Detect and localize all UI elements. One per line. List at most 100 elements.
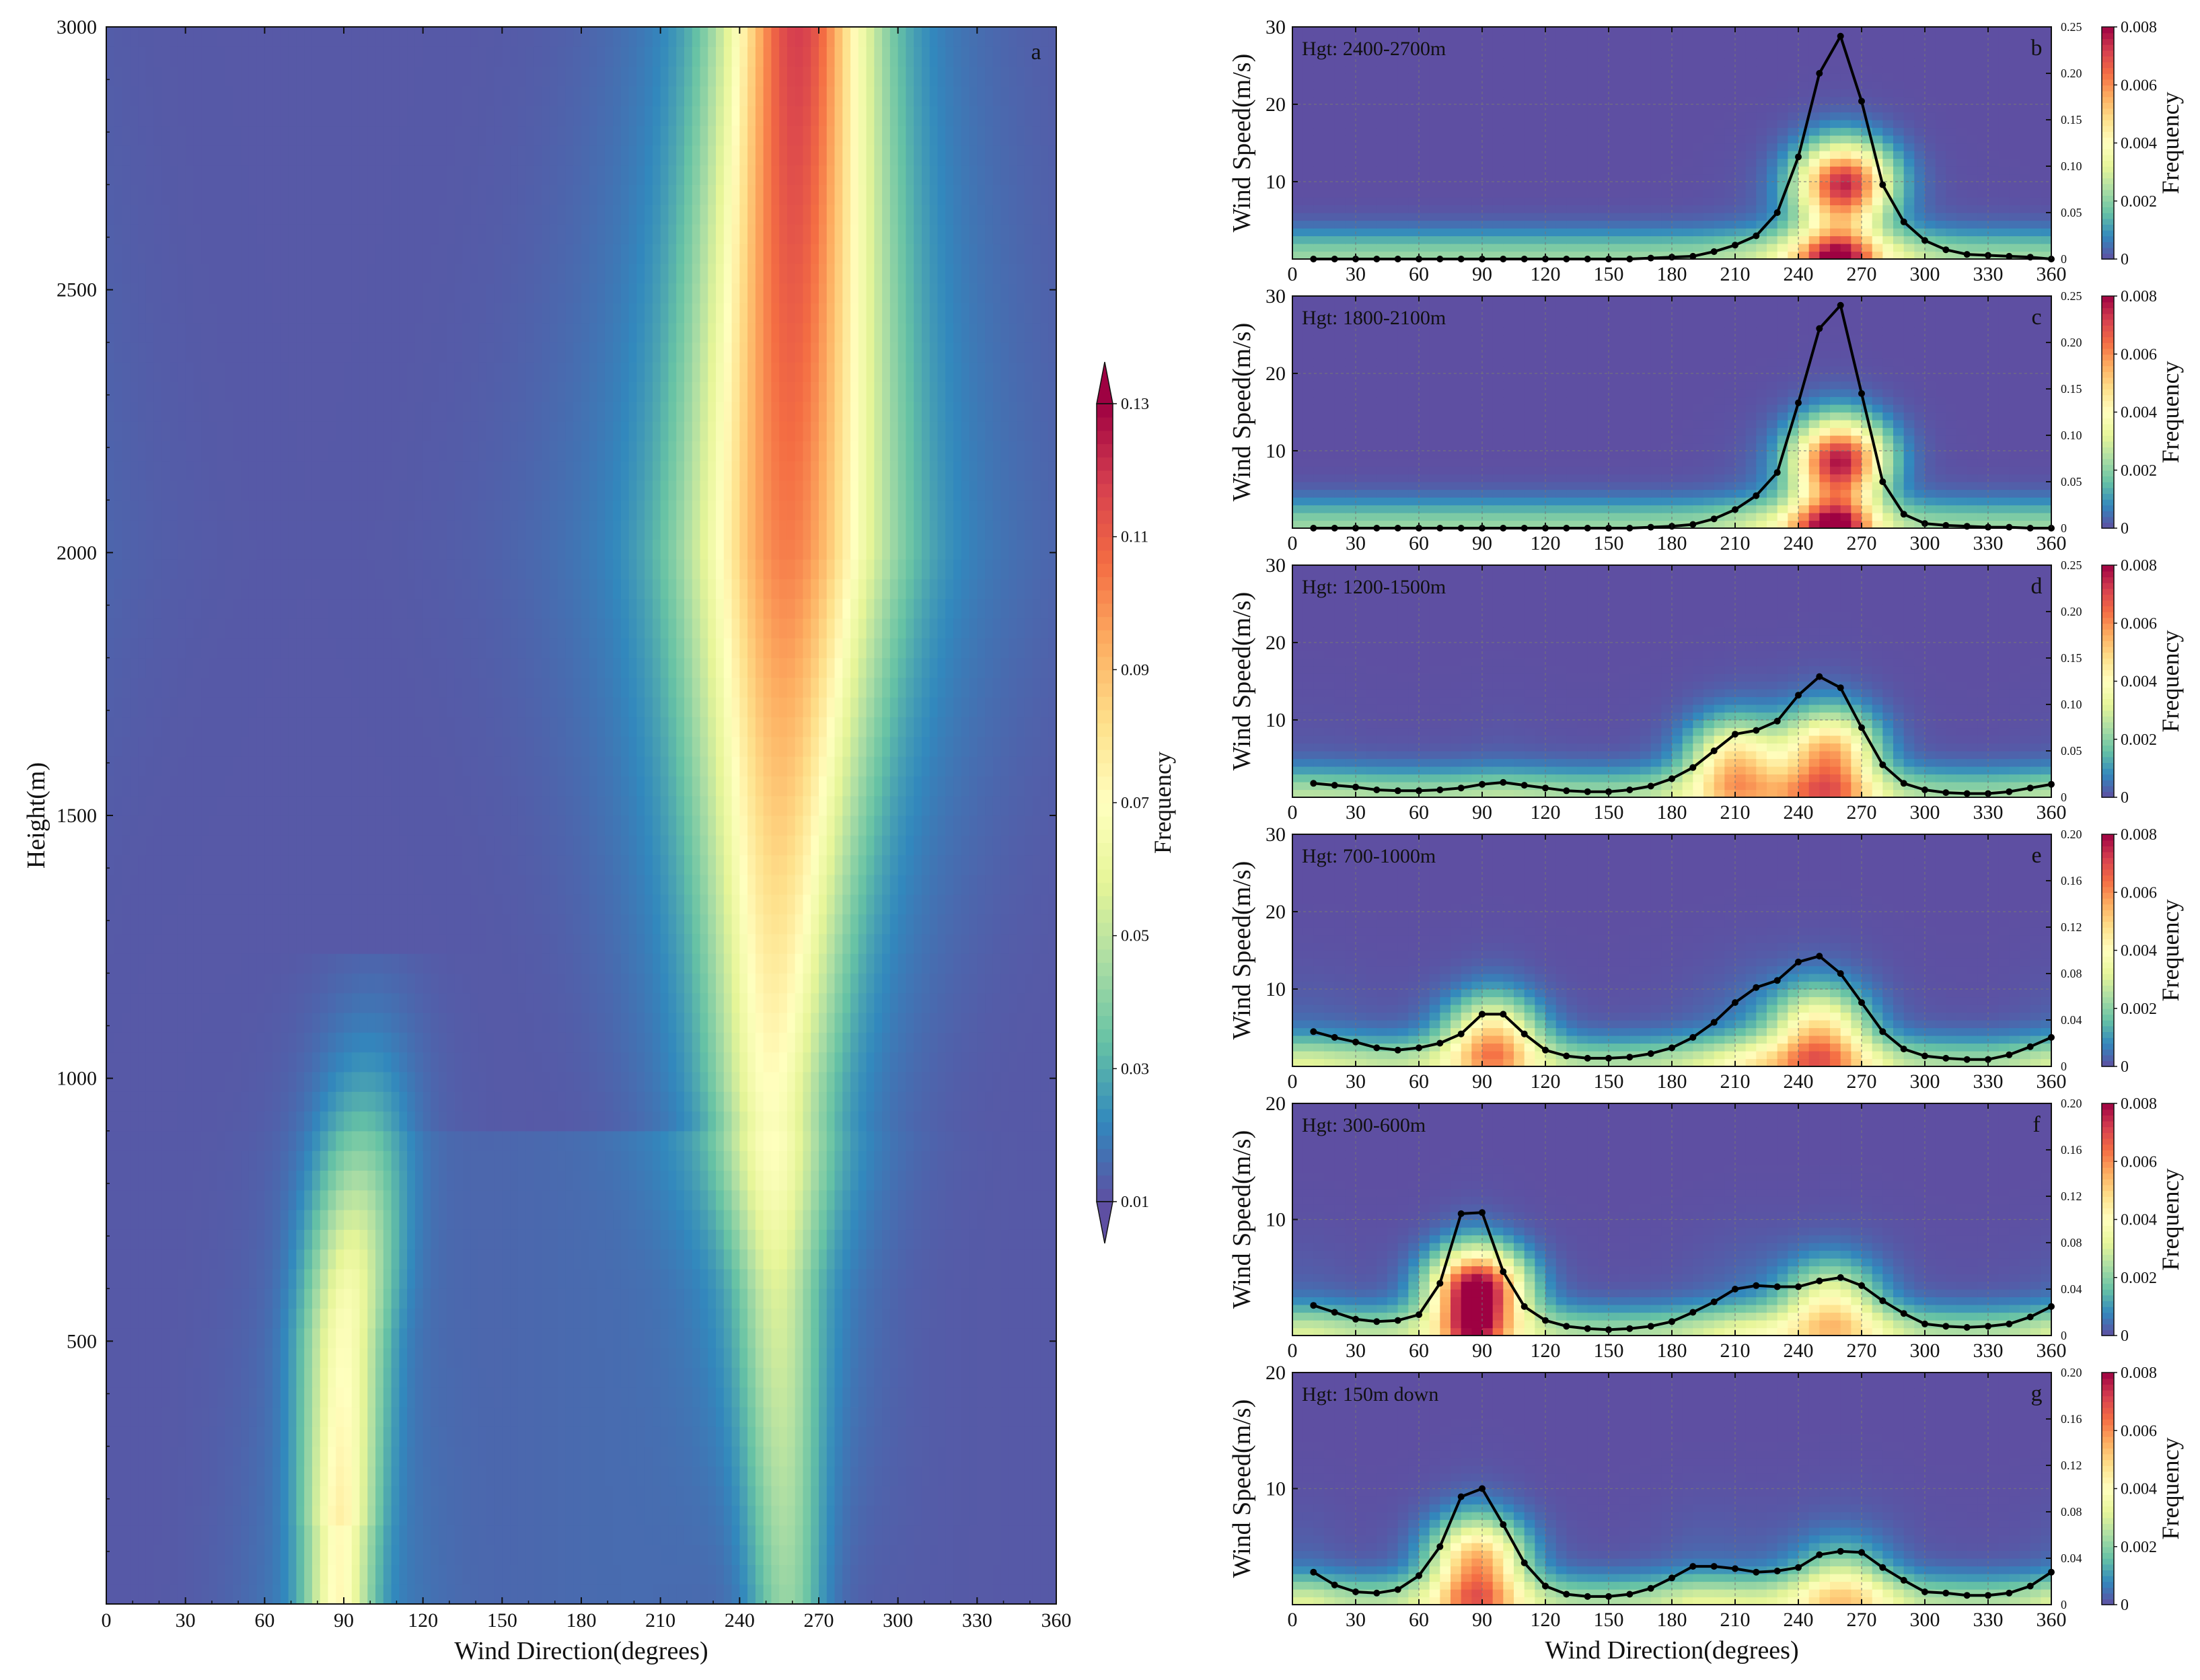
heatmap-cell — [613, 1584, 621, 1605]
heatmap-cell — [700, 1545, 708, 1565]
heatmap-cell — [668, 1506, 676, 1526]
heatmap-cell — [542, 1486, 550, 1506]
heatmap-cell — [186, 1564, 194, 1584]
heatmap-cell — [732, 1584, 740, 1605]
heatmap-cell — [914, 1506, 922, 1526]
heatmap-cell — [914, 1486, 922, 1506]
heatmap-cell — [969, 1426, 978, 1447]
heatmap-cell — [977, 1407, 985, 1427]
heatmap-cell — [684, 1564, 692, 1584]
heatmap-cell — [328, 1564, 336, 1584]
heatmap-cell — [732, 1447, 740, 1467]
heatmap-cell — [138, 1447, 146, 1467]
heatmap-cell — [352, 1387, 360, 1408]
heatmap-cell — [336, 1545, 344, 1565]
heatmap-cell — [589, 1525, 597, 1545]
heatmap-cell — [201, 1367, 209, 1387]
heatmap-cell — [684, 1447, 692, 1467]
heatmap-cell — [613, 1426, 621, 1447]
heatmap-cell — [225, 1466, 233, 1486]
heatmap-cell — [708, 1564, 716, 1584]
heatmap-cell — [882, 1545, 890, 1565]
heatmap-cell — [668, 1447, 676, 1467]
heatmap-cell — [700, 1466, 708, 1486]
heatmap-cell — [716, 1564, 724, 1584]
heatmap-cell — [106, 1486, 114, 1506]
heatmap-cell — [724, 1486, 732, 1506]
heatmap-cell — [922, 1466, 930, 1486]
heatmap-cell — [961, 1545, 969, 1565]
heatmap-cell — [264, 1525, 272, 1545]
heatmap-cell — [739, 1447, 747, 1467]
heatmap-cell — [289, 1525, 297, 1545]
heatmap-cell — [961, 1564, 969, 1584]
heatmap-cell — [534, 1447, 542, 1467]
heatmap-cell — [558, 1584, 566, 1605]
heatmap-cell — [193, 1506, 201, 1526]
heatmap-cell — [470, 1545, 478, 1565]
heatmap-cell — [867, 1407, 875, 1427]
heatmap-cell — [1048, 1525, 1056, 1545]
heatmap-cell — [700, 1525, 708, 1545]
heatmap-cell — [122, 1564, 131, 1584]
heatmap-cell — [771, 1447, 779, 1467]
heatmap-cell — [597, 1447, 606, 1467]
heatmap-cell — [938, 1426, 946, 1447]
heatmap-cell — [486, 1426, 494, 1447]
heatmap-cell — [558, 1407, 566, 1427]
heatmap-cell — [605, 1486, 613, 1506]
heatmap-cell — [178, 1466, 186, 1486]
heatmap-cell — [233, 1486, 241, 1506]
heatmap-cell — [264, 1447, 272, 1467]
heatmap-cell — [645, 1506, 653, 1526]
heatmap-cell — [423, 1564, 431, 1584]
heatmap-cell — [842, 1506, 850, 1526]
heatmap-cell — [636, 1486, 645, 1506]
heatmap-cell — [850, 1506, 858, 1526]
heatmap-cell — [186, 1387, 194, 1408]
heatmap-cell — [724, 1426, 732, 1447]
heatmap-cell — [193, 1584, 201, 1605]
heatmap-cell — [122, 1447, 131, 1467]
heatmap-cell — [193, 1545, 201, 1565]
heatmap-cell — [882, 1426, 890, 1447]
heatmap-cell — [328, 1584, 336, 1605]
heatmap-cell — [304, 1387, 312, 1408]
heatmap-cell — [122, 1486, 131, 1506]
heatmap-cell — [977, 1387, 985, 1408]
heatmap-cell — [700, 1367, 708, 1387]
heatmap-cell — [985, 1584, 993, 1605]
heatmap-cell — [724, 1545, 732, 1565]
heatmap-cell — [272, 1447, 281, 1467]
heatmap-cell — [217, 1367, 225, 1387]
heatmap-cell — [724, 1407, 732, 1427]
heatmap-cell — [771, 1367, 779, 1387]
heatmap-cell — [550, 1486, 558, 1506]
heatmap-cell — [874, 1584, 882, 1605]
heatmap-cell — [581, 1407, 589, 1427]
heatmap-cell — [977, 1584, 985, 1605]
heatmap-cell — [771, 1525, 779, 1545]
heatmap-cell — [1048, 1407, 1056, 1427]
heatmap-cell — [178, 1387, 186, 1408]
heatmap-cell — [661, 1564, 669, 1584]
heatmap-cell — [312, 1367, 320, 1387]
heatmap-cell — [945, 1564, 953, 1584]
heatmap-cell — [787, 1426, 795, 1447]
heatmap-cell — [225, 1426, 233, 1447]
heatmap-cell — [653, 1506, 661, 1526]
heatmap-cell — [1040, 1426, 1048, 1447]
heatmap-cell — [747, 1525, 756, 1545]
heatmap-cell — [747, 1447, 756, 1467]
heatmap-cell — [106, 1545, 114, 1565]
heatmap-cell — [565, 1466, 573, 1486]
heatmap-cell — [565, 1447, 573, 1467]
heatmap-cell — [993, 1584, 1001, 1605]
heatmap-cell — [106, 1525, 114, 1545]
heatmap-cell — [811, 1584, 819, 1605]
heatmap-cell — [890, 1525, 898, 1545]
heatmap-cell — [692, 1447, 700, 1467]
heatmap-cell — [344, 1564, 352, 1584]
heatmap-cell — [494, 1525, 503, 1545]
heatmap-cell — [835, 1584, 843, 1605]
